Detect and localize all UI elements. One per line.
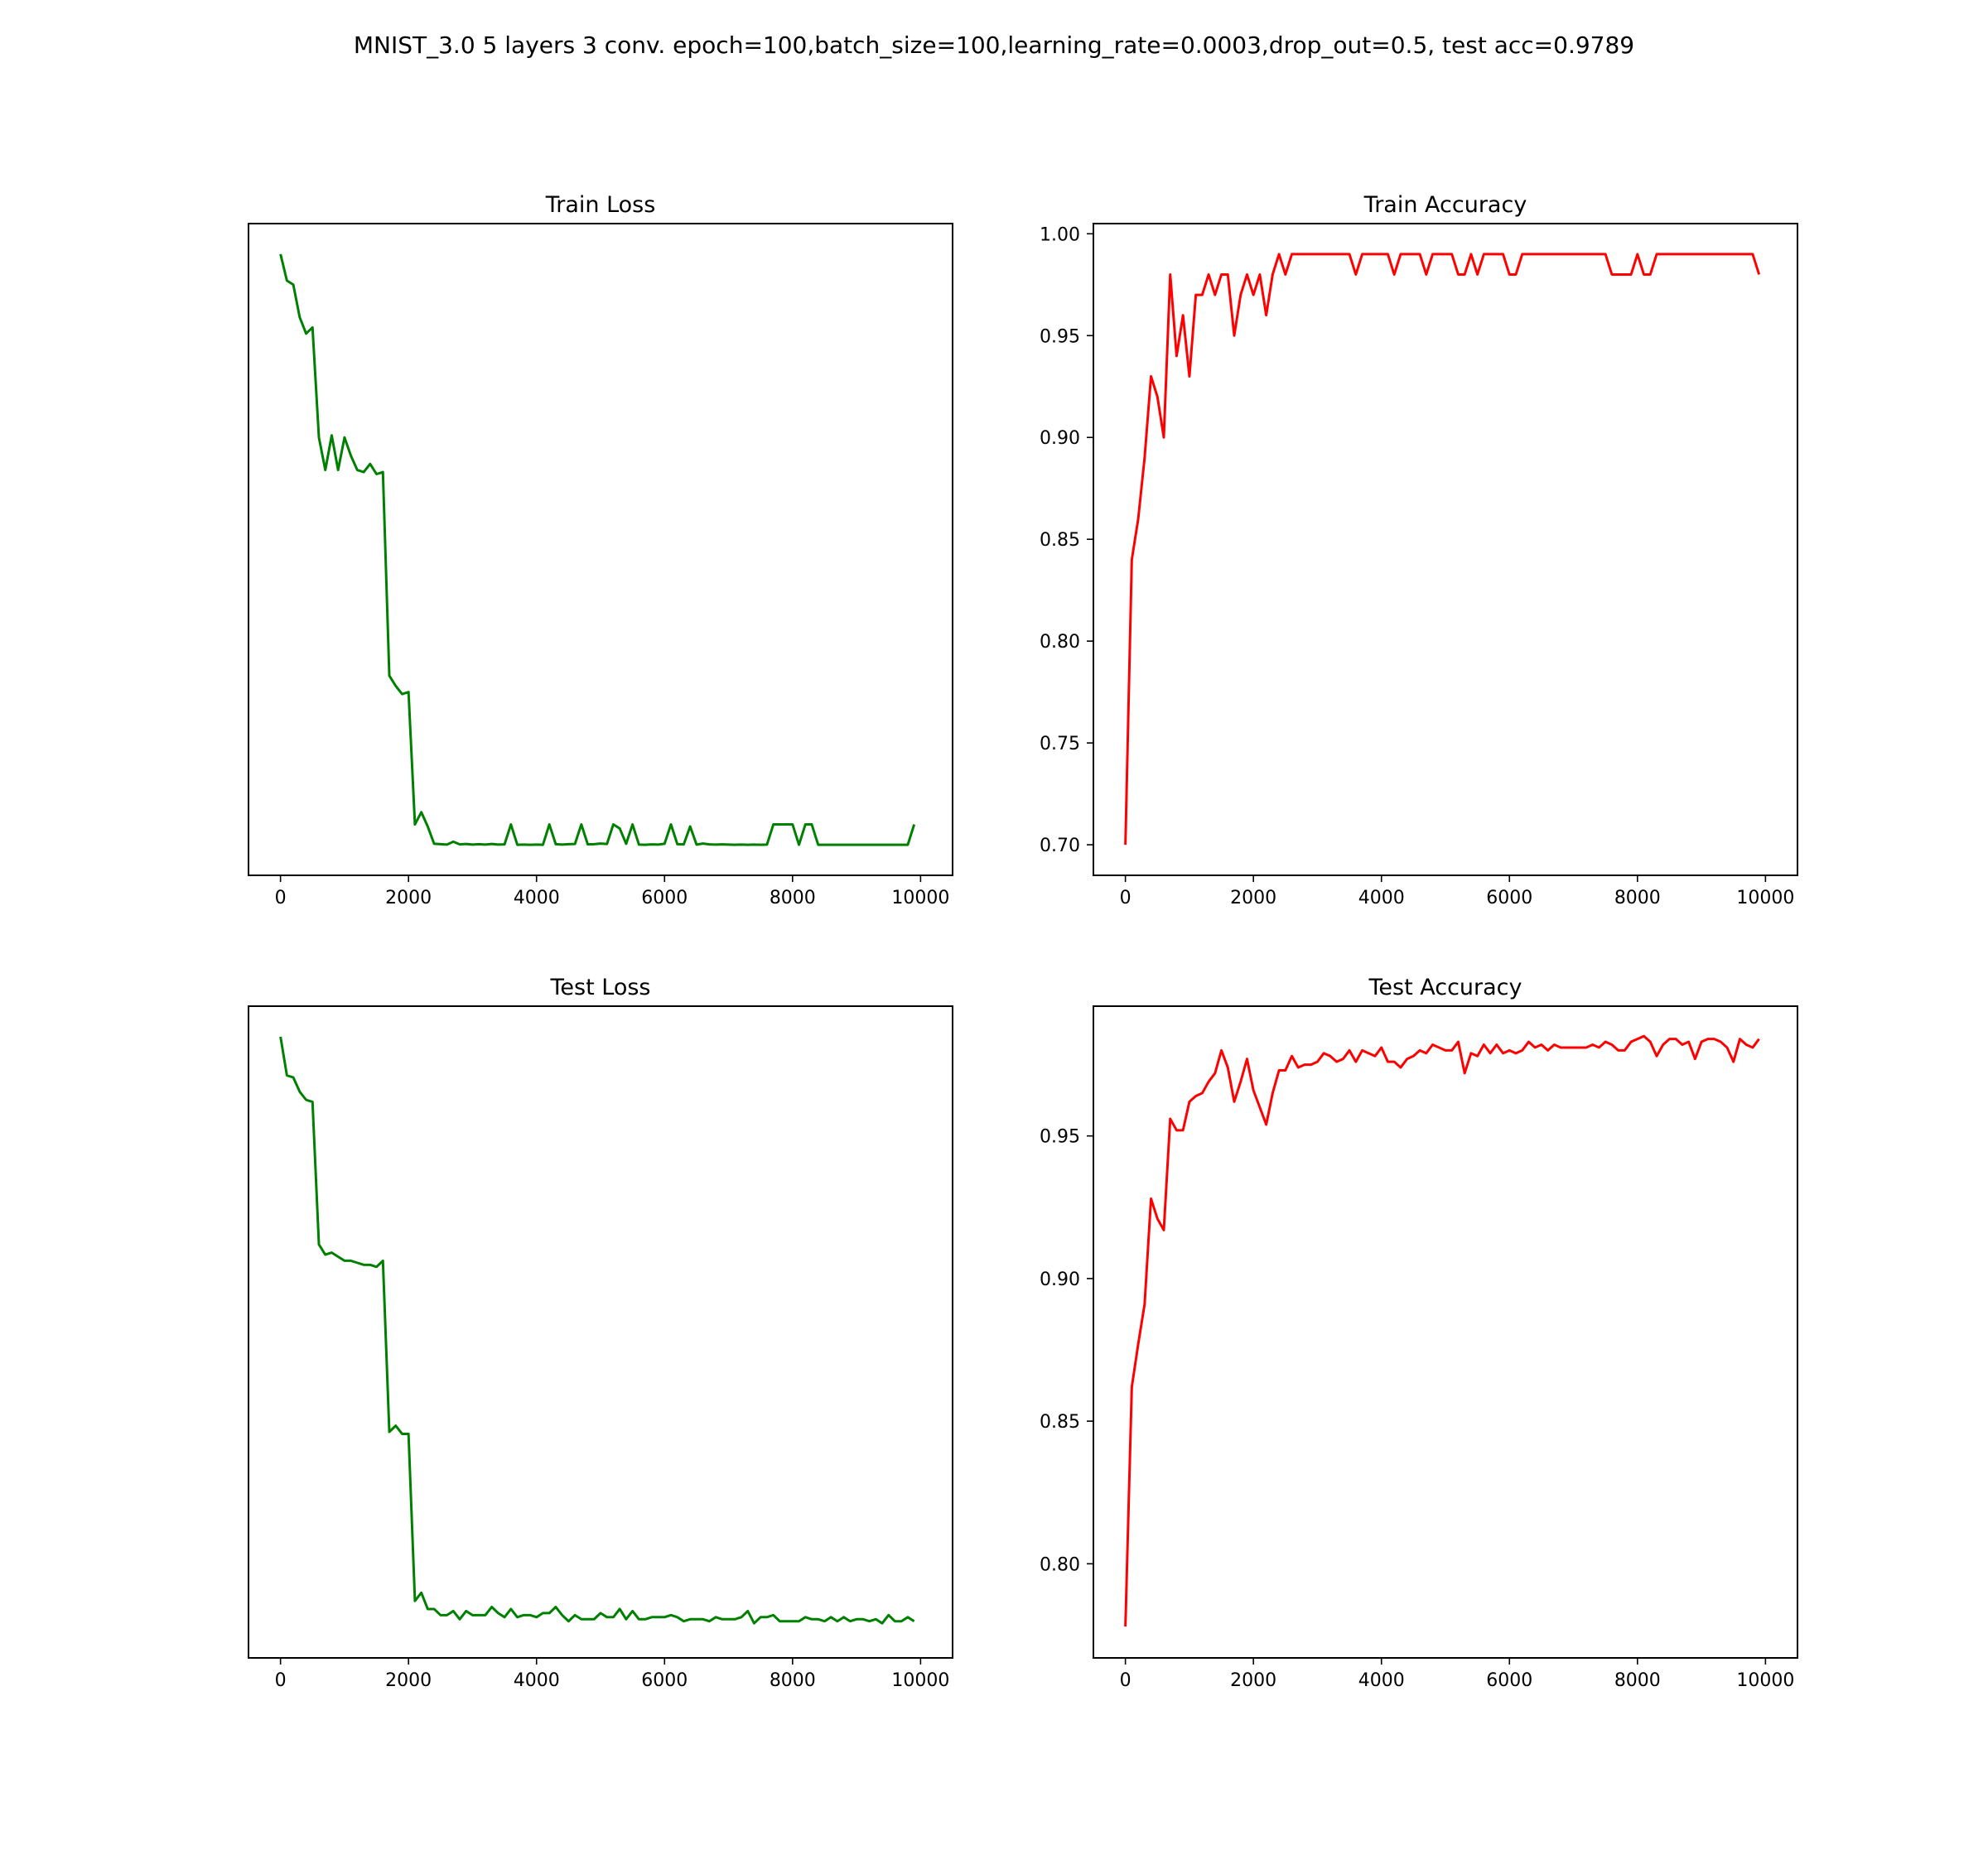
test-accuracy-chart: Test Accuracy 0 2000 4000 6000 8000 10000 0.80 0… [1040, 975, 1798, 1691]
test-loss-xtick-label: 2000 [385, 1670, 432, 1691]
test-accuracy-xtick-label: 8000 [1614, 1670, 1661, 1691]
test-accuracy-ytick-label: 0.85 [1040, 1412, 1080, 1433]
train-loss-xtick-label: 10000 [891, 888, 949, 908]
test-accuracy-ytick-label: 0.90 [1040, 1270, 1080, 1290]
train-accuracy-xtick-label: 10000 [1736, 888, 1794, 908]
train-loss-xtick-label: 4000 [514, 888, 560, 908]
test-accuracy-series-line [1124, 1034, 1760, 1627]
train-loss-xtick-label: 0 [275, 888, 287, 908]
train-accuracy-ytick-label: 0.70 [1040, 836, 1080, 856]
test-accuracy-xtick-label: 6000 [1486, 1670, 1532, 1691]
train-accuracy-xtick-label: 2000 [1230, 888, 1276, 908]
train-accuracy-axes-frame [1093, 223, 1798, 876]
test-accuracy-ytick-label: 0.80 [1040, 1554, 1080, 1575]
train-accuracy-ytick-label: 0.90 [1040, 428, 1080, 449]
train-accuracy-chart: Train Accuracy 0 2000 4000 6000 8000 10000 0.70… [1040, 192, 1798, 908]
train-loss-xtick-label: 6000 [641, 888, 688, 908]
train-accuracy-xtick-label: 0 [1120, 888, 1132, 908]
train-accuracy-xtick-label: 6000 [1486, 888, 1532, 908]
test-accuracy-xtick-label: 10000 [1736, 1670, 1794, 1691]
train-accuracy-series-line [1124, 253, 1761, 846]
train-accuracy-xtick-label: 4000 [1358, 888, 1405, 908]
test-loss-xtick-label: 4000 [514, 1670, 560, 1691]
test-loss-axes-frame [248, 1005, 953, 1659]
test-accuracy-xtick-label: 0 [1120, 1670, 1132, 1691]
test-accuracy-ytick-label: 0.95 [1040, 1127, 1080, 1148]
train-accuracy-title: Train Accuracy [1363, 192, 1527, 218]
test-accuracy-xtick-label: 2000 [1230, 1670, 1276, 1691]
test-accuracy-xtick-label: 4000 [1358, 1670, 1405, 1691]
train-accuracy-ytick-label: 0.80 [1040, 632, 1080, 653]
test-loss-chart: Test Loss 0 2000 4000 6000 8000 10000 [248, 975, 953, 1691]
train-accuracy-ytick-label: 0.75 [1040, 734, 1080, 754]
test-loss-xtick-label: 10000 [891, 1670, 949, 1691]
train-loss-title: Train Loss [545, 192, 656, 218]
train-loss-xtick-label: 2000 [385, 888, 432, 908]
train-loss-series-line [279, 253, 916, 846]
train-accuracy-ytick-label: 1.00 [1040, 224, 1080, 245]
train-accuracy-xtick-label: 8000 [1614, 888, 1661, 908]
test-loss-xtick-label: 6000 [641, 1670, 688, 1691]
train-loss-axes-frame [248, 223, 953, 876]
test-accuracy-axes-frame [1093, 1005, 1798, 1659]
train-accuracy-ytick-label: 0.95 [1040, 326, 1080, 347]
test-loss-title: Test Loss [550, 975, 651, 1000]
test-accuracy-title: Test Accuracy [1368, 975, 1522, 1000]
train-accuracy-ytick-label: 0.85 [1040, 530, 1080, 551]
test-loss-series-line [279, 1036, 915, 1625]
figure-suptitle: MNIST_3.0 5 layers 3 conv. epoch=100,bat… [354, 31, 1634, 59]
test-loss-xtick-label: 8000 [770, 1670, 816, 1691]
train-loss-chart: Train Loss 0 2000 4000 6000 8000 10000 [248, 192, 953, 908]
test-loss-xtick-label: 0 [275, 1670, 287, 1691]
train-loss-xtick-label: 8000 [770, 888, 816, 908]
